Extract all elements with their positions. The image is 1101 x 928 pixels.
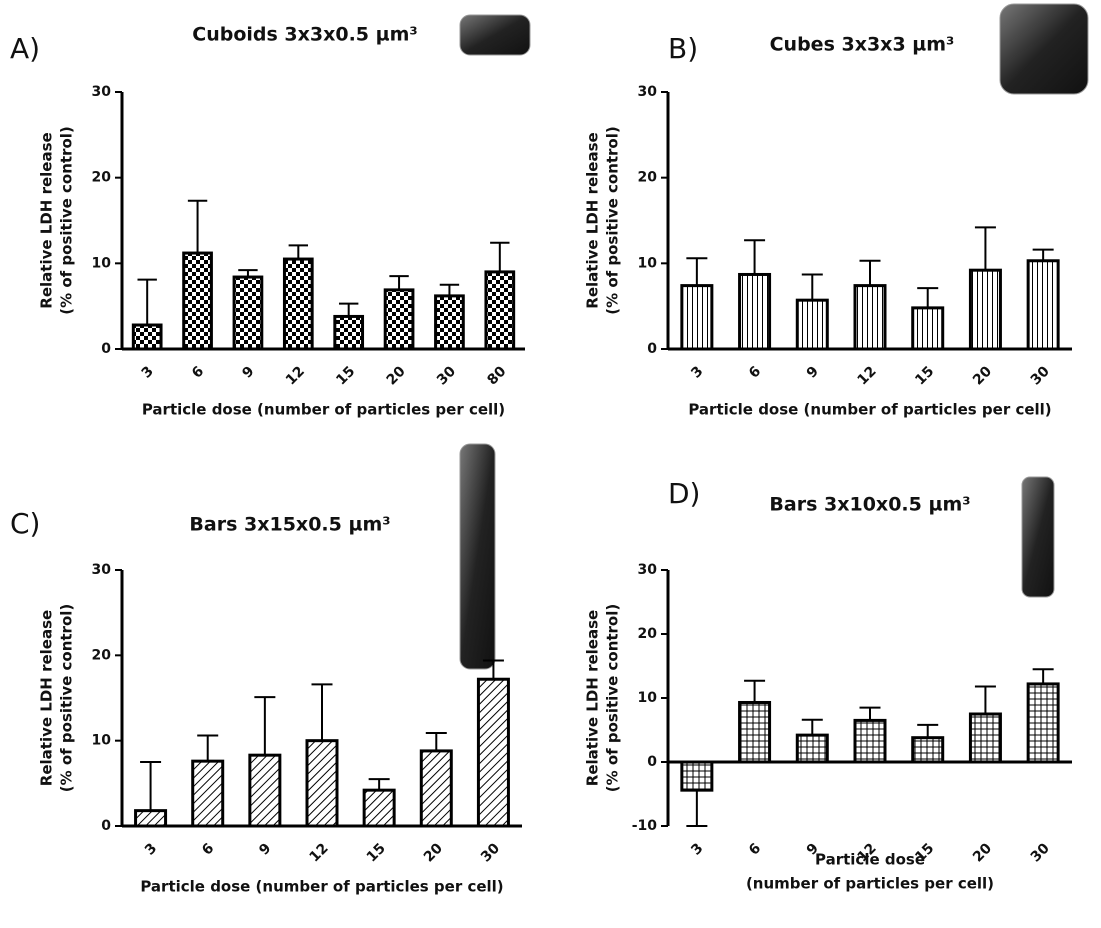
x-tick-label: 20: [970, 840, 995, 865]
y-axis-label: (% of positive control): [604, 604, 622, 793]
bar: [305, 739, 339, 828]
bar: [191, 759, 225, 828]
bar: [476, 677, 510, 828]
bar: [680, 760, 714, 792]
x-tick-label: 15: [364, 840, 389, 865]
y-tick-label: 10: [92, 733, 112, 749]
y-tick-label: -10: [632, 818, 658, 834]
x-tick-label: 12: [307, 840, 332, 865]
y-tick-label: 0: [101, 341, 111, 357]
y-tick-label: 0: [647, 754, 657, 770]
y-tick-label: 0: [647, 341, 657, 357]
x-tick-label: 30: [434, 363, 459, 388]
panel-label: D): [668, 477, 700, 510]
x-tick-label: 30: [1028, 363, 1053, 388]
x-tick-label: 9: [239, 363, 257, 381]
bar: [131, 323, 163, 351]
y-axis-label: (% of positive control): [58, 126, 76, 315]
x-tick-label: 3: [688, 363, 706, 381]
x-tick-label: 3: [142, 840, 160, 858]
panel-label: B): [668, 32, 698, 65]
x-tick-label: 30: [1028, 840, 1053, 865]
x-tick-label: 12: [855, 363, 880, 388]
bar: [911, 306, 945, 351]
panel-label: A): [10, 32, 40, 65]
x-axis-label: Particle dose (number of particles per c…: [140, 878, 503, 896]
bar: [232, 275, 264, 351]
x-tick-label: 80: [484, 363, 509, 388]
bar: [419, 749, 453, 828]
x-axis-label: Particle dose: [815, 851, 925, 869]
bar: [333, 314, 365, 351]
particle-icon: [459, 14, 531, 56]
y-axis-label: Relative LDH release: [38, 610, 56, 786]
particle-icon: [1021, 476, 1055, 598]
x-tick-label: 6: [189, 363, 207, 381]
y-tick-label: 30: [92, 84, 112, 100]
bar: [182, 251, 213, 351]
x-tick-label: 20: [384, 363, 409, 388]
chart-title: Bars 3x15x0.5 µm³: [189, 514, 390, 536]
chart-title: Cubes 3x3x3 µm³: [770, 34, 955, 56]
chart-title: Cuboids 3x3x0.5 µm³: [192, 24, 418, 46]
bar: [134, 809, 168, 828]
bar: [795, 298, 829, 351]
x-tick-label: 3: [688, 840, 706, 858]
bar: [434, 294, 465, 351]
x-axis-label: (number of particles per cell): [746, 875, 994, 893]
x-tick-label: 3: [139, 363, 157, 381]
bar: [362, 788, 396, 828]
y-tick-label: 10: [92, 255, 112, 271]
bar: [1026, 259, 1060, 351]
y-tick-label: 20: [638, 626, 658, 642]
x-tick-label: 6: [199, 840, 217, 858]
x-tick-label: 30: [478, 840, 503, 865]
y-tick-label: 20: [638, 170, 658, 186]
x-tick-label: 9: [256, 840, 274, 858]
y-axis-label: (% of positive control): [604, 126, 622, 315]
x-axis-label: Particle dose (number of particles per c…: [142, 401, 505, 419]
bar: [484, 270, 516, 351]
x-tick-label: 20: [421, 840, 446, 865]
bar: [738, 700, 772, 764]
x-tick-label: 6: [746, 363, 764, 381]
bar: [968, 712, 1002, 764]
y-tick-label: 10: [638, 255, 658, 271]
panel-label: C): [10, 507, 40, 540]
x-tick-label: 12: [283, 363, 308, 388]
y-tick-label: 30: [638, 84, 658, 100]
y-tick-label: 20: [92, 647, 112, 663]
bar: [1026, 682, 1060, 764]
bar: [248, 753, 282, 828]
x-tick-label: 9: [804, 363, 822, 381]
bar: [383, 288, 415, 351]
y-axis-label: Relative LDH release: [584, 132, 602, 308]
x-tick-label: 6: [746, 840, 764, 858]
bar: [911, 736, 945, 764]
particle-icon: [999, 3, 1089, 95]
y-tick-label: 20: [92, 170, 112, 186]
y-tick-label: 30: [638, 562, 658, 578]
bar: [282, 257, 314, 351]
bar: [680, 284, 714, 351]
chart-title: Bars 3x10x0.5 µm³: [769, 494, 970, 516]
bar: [853, 284, 887, 351]
bar: [738, 272, 772, 351]
x-tick-label: 20: [970, 363, 995, 388]
bar: [968, 268, 1002, 351]
y-axis-label: (% of positive control): [58, 604, 76, 793]
particle-icon: [459, 443, 496, 670]
y-axis-label: Relative LDH release: [584, 610, 602, 786]
x-tick-label: 15: [912, 363, 937, 388]
y-tick-label: 10: [638, 690, 658, 706]
y-tick-label: 30: [92, 562, 112, 578]
x-tick-label: 15: [333, 363, 358, 388]
y-axis-label: Relative LDH release: [38, 132, 56, 308]
x-axis-label: Particle dose (number of particles per c…: [688, 401, 1051, 419]
y-tick-label: 0: [101, 818, 111, 834]
bar: [853, 718, 887, 764]
bar: [795, 733, 829, 764]
